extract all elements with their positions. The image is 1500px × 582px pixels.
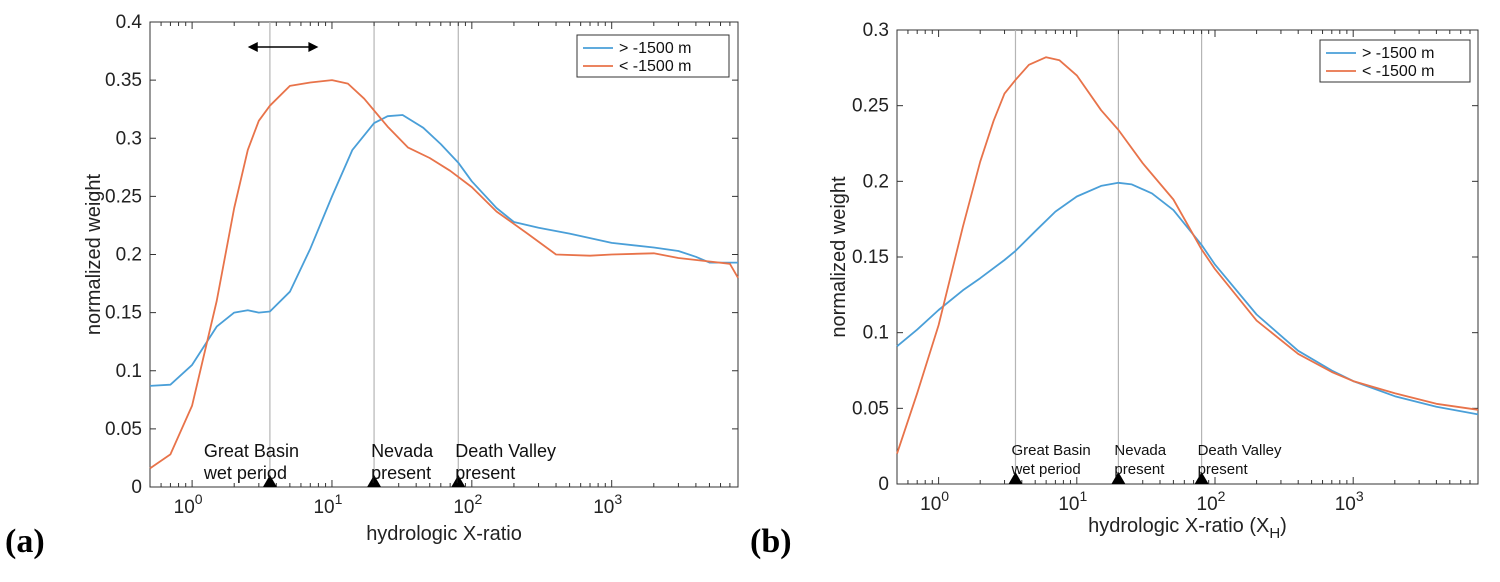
triangle-marker-2 [367, 475, 382, 487]
legend-entry: < -1500 m [1362, 63, 1434, 80]
y-axis-label: normalized weight [828, 176, 850, 338]
y-tick-label: 0.15 [105, 303, 142, 324]
y-axis-label: normalized weight [83, 173, 105, 335]
annotation-label: Death Valley present [1198, 442, 1282, 478]
legend-box [576, 34, 730, 78]
x-axis-label: hydrologic X-ratio (XH) [1088, 515, 1287, 542]
annotation-label: Death Valley present [455, 441, 556, 483]
legend: > -1500 m< -1500 m [1319, 39, 1471, 83]
arrowhead-left-icon [247, 42, 258, 52]
x-tick-label: 102 [1197, 488, 1226, 515]
annotation-label: Great Basin wet period [1010, 442, 1090, 478]
plot-area [896, 29, 1479, 485]
legend-entry: > -1500 m [1362, 45, 1434, 62]
y-tick-label: 0 [878, 474, 889, 495]
x-tick-label: 101 [313, 491, 342, 518]
y-tick-label: 0 [131, 477, 142, 498]
chart-panel-a: 0 0.05 0.1 0.15 0.2 0.25 0.3 0.35 0.4 100 101 102 10… [83, 12, 739, 545]
series-line-below-1500m [149, 79, 739, 470]
y-tick-label: 0.05 [105, 419, 142, 440]
x-tick-label: 100 [174, 491, 203, 518]
triangle-marker-1 [1008, 472, 1023, 484]
panel-label: (b) [750, 523, 792, 560]
y-tick-label: 0.35 [105, 70, 142, 91]
triangle-marker-3 [1194, 472, 1209, 484]
y-tick-label: 0.05 [852, 398, 889, 419]
x-tick-label: 100 [920, 488, 949, 515]
annotation-label: Nevada present [371, 441, 434, 483]
plot-area [149, 21, 739, 488]
legend: > -1500 m< -1500 m [576, 34, 730, 78]
y-tick-label: 0.15 [852, 247, 889, 268]
y-tick-label: 0.1 [116, 361, 142, 382]
y-tick-label: 0.3 [116, 128, 142, 149]
chart-panel-b: 0 0.05 0.1 0.15 0.2 0.25 0.3 100 101 102 103 hydrol… [828, 20, 1479, 542]
triangle-marker-2 [1111, 472, 1126, 484]
series-line-below-1500m [896, 56, 1479, 454]
annotation-label: Nevada present [1114, 442, 1166, 478]
legend-entry: < -1500 m [619, 58, 691, 75]
series-line-above-1500m [896, 181, 1479, 416]
x-tick-label: 102 [453, 491, 482, 518]
x-tick-label: 103 [593, 491, 622, 518]
x-tick-label: 101 [1058, 488, 1087, 515]
legend-entry: > -1500 m [619, 40, 691, 57]
triangle-marker-3 [451, 475, 466, 487]
x-axis-label: hydrologic X-ratio [366, 523, 522, 545]
y-tick-label: 0.25 [852, 96, 889, 117]
arrowhead-right-icon [308, 42, 319, 52]
annotation-label: Great Basin wet period [203, 441, 299, 483]
y-tick-label: 0.2 [116, 245, 142, 266]
panel-label: (a) [5, 523, 45, 560]
y-tick-label: 0.1 [863, 323, 889, 344]
triangle-marker-1 [262, 475, 277, 487]
y-tick-label: 0.25 [105, 186, 142, 207]
series-line-above-1500m [149, 114, 738, 387]
y-tick-label: 0.2 [863, 171, 889, 192]
y-tick-label: 0.4 [116, 12, 143, 33]
y-tick-label: 0.3 [863, 20, 889, 41]
x-tick-label: 103 [1335, 488, 1364, 515]
legend-box [1319, 39, 1471, 83]
